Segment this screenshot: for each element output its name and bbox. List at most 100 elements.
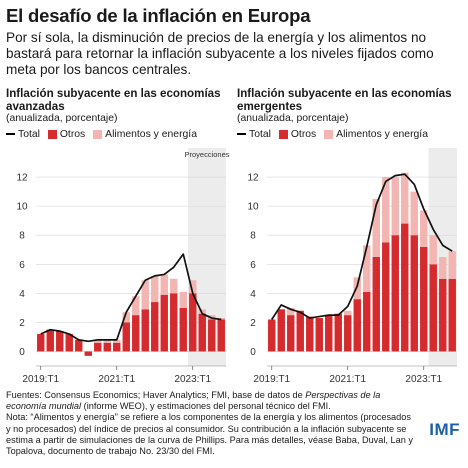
bar-alimentos: [420, 210, 428, 247]
bar-alimentos: [151, 275, 159, 303]
bar-otros: [353, 299, 361, 352]
bar-otros: [325, 315, 333, 352]
y-tick-label: 6: [19, 260, 25, 271]
legend-item-alimentos: Alimentos y energía: [324, 128, 428, 141]
legend-line-swatch: [237, 133, 246, 136]
bar-alimentos: [401, 172, 409, 224]
projection-label: Proyecciones: [184, 150, 229, 159]
y-tick-label: 12: [247, 173, 259, 184]
legend-swatch-alimentos: [324, 129, 334, 139]
legend-item-otros: Otros: [47, 128, 86, 141]
bar-otros: [75, 339, 83, 352]
right-legend: Total Otros Alimentos y energía: [237, 128, 433, 141]
bar-alimentos: [363, 245, 371, 292]
bar-otros: [132, 315, 140, 352]
y-tick-label: 12: [16, 173, 28, 184]
y-tick-label: 8: [250, 231, 256, 242]
left-panel-unit: (anualizada, porcentaje): [6, 113, 118, 124]
bar-otros: [420, 246, 428, 352]
y-tick-label: 10: [247, 202, 259, 213]
bar-otros: [46, 329, 54, 352]
bar-alimentos: [439, 257, 447, 279]
legend-swatch-otros: [278, 129, 288, 139]
y-tick-label: 6: [250, 260, 256, 271]
y-tick-label: 4: [19, 289, 25, 300]
bar-otros: [160, 294, 168, 352]
bar-otros: [315, 318, 323, 352]
bar-alimentos: [103, 339, 111, 343]
y-tick-label: 10: [16, 202, 28, 213]
legend-label-total: Total: [18, 129, 40, 140]
bar-otros: [113, 342, 121, 352]
bar-otros: [151, 302, 159, 352]
bar-otros: [306, 316, 314, 352]
bar-otros: [296, 310, 304, 352]
x-tick-label: 2019:T1: [253, 374, 290, 385]
source-text-after: (informe WEO), y estimaciones del person…: [81, 401, 331, 412]
bar-alimentos: [141, 280, 149, 310]
bar-otros: [439, 278, 447, 352]
bar-otros: [268, 319, 276, 352]
bar-otros: [141, 309, 149, 352]
legend-line-swatch: [6, 133, 15, 136]
bar-alimentos: [132, 296, 140, 316]
legend-label-alimentos: Alimentos y energía: [105, 129, 197, 140]
legend-label-otros: Otros: [59, 129, 86, 140]
bar-alimentos: [391, 177, 399, 236]
x-tick-label: 2023:T1: [174, 374, 211, 385]
bar-alimentos: [344, 310, 352, 316]
bar-otros: [344, 315, 352, 352]
bar-alimentos: [410, 191, 418, 236]
advanced-economies-chart: 0 2 4 6 8 10 12 2019:T1 2021:T1 2023:T1 Proyeccion…: [16, 148, 230, 385]
bar-alimentos: [94, 339, 102, 343]
bar-otros: [94, 342, 102, 352]
y-tick-label: 2: [250, 318, 256, 329]
bar-otros: [198, 313, 206, 352]
legend-item-otros: Otros: [278, 128, 317, 141]
y-tick-label: 0: [19, 347, 25, 358]
bar-alimentos: [372, 198, 380, 257]
bar-otros: [56, 331, 64, 352]
bar-alimentos: [189, 280, 197, 294]
right-panel-unit: (anualizada, porcentaje): [237, 113, 349, 124]
legend-item-alimentos: Alimentos y energía: [93, 128, 197, 141]
source-text: Fuentes: Consensus Economics; Haver Anal…: [6, 390, 306, 400]
bar-otros: [448, 278, 456, 352]
bar-otros: [170, 293, 178, 352]
page-subtitle: Por sí sola, la disminución de precios d…: [6, 30, 434, 77]
bar-alimentos: [429, 235, 437, 265]
left-legend: Total Otros Alimentos y energía: [6, 128, 202, 141]
page-title: El desafío de la inflación en Europa: [6, 5, 311, 26]
legend-label-alimentos: Alimentos y energía: [336, 129, 428, 140]
bar-otros: [103, 342, 111, 352]
bar-otros: [122, 322, 130, 352]
note-text: Nota: “Alimentos y energía” se refiere a…: [6, 412, 414, 457]
bar-otros: [37, 334, 45, 352]
bar-alimentos: [353, 277, 361, 300]
bar-alimentos: [287, 307, 295, 316]
total-line: [271, 173, 453, 320]
bar-alimentos: [198, 309, 206, 314]
bar-otros: [208, 319, 216, 352]
legend-swatch-alimentos: [93, 129, 103, 139]
x-tick-label: 2023:T1: [405, 374, 442, 385]
legend-label-otros: Otros: [290, 129, 317, 140]
imf-logo: IMF: [429, 420, 460, 439]
bar-otros: [179, 307, 187, 352]
bar-otros: [363, 291, 371, 352]
bar-alimentos: [382, 177, 390, 243]
y-tick-label: 8: [19, 231, 25, 242]
bar-alimentos: [179, 291, 187, 308]
legend-swatch-otros: [47, 129, 57, 139]
bar-otros: [391, 235, 399, 352]
bar-otros: [372, 257, 380, 352]
legend-item-total: Total: [6, 128, 40, 141]
legend-item-total: Total: [237, 128, 271, 141]
bar-alimentos: [113, 339, 121, 343]
bar-otros: [287, 315, 295, 352]
x-tick-label: 2021:T1: [98, 374, 135, 385]
bar-otros: [65, 334, 73, 352]
bar-otros: [382, 242, 390, 352]
source-italic-title: Perspectivas de la economía mundial: [6, 390, 381, 412]
y-tick-label: 2: [19, 318, 25, 329]
